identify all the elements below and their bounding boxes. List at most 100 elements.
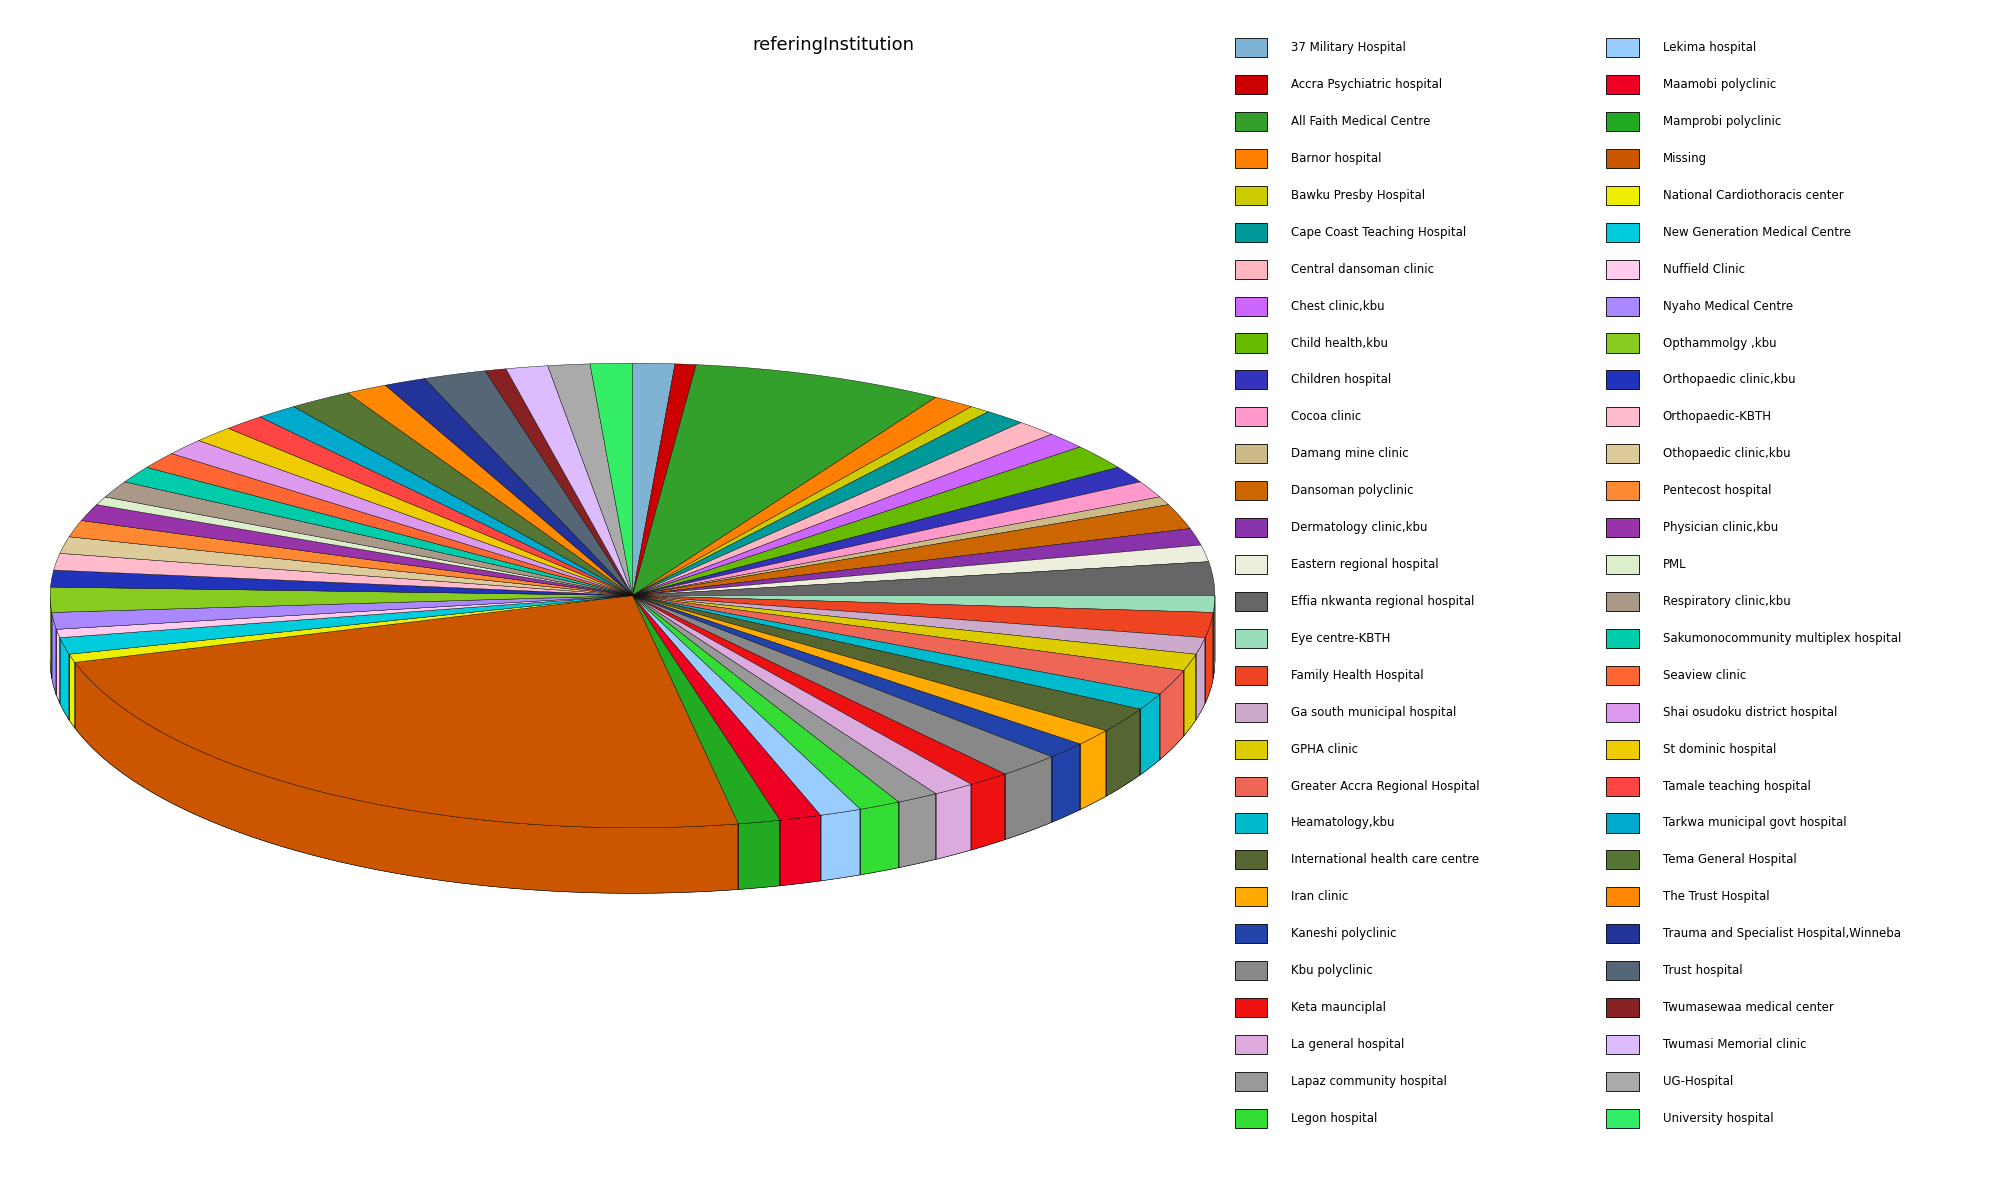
Polygon shape [632, 398, 971, 596]
FancyBboxPatch shape [1234, 149, 1266, 168]
Polygon shape [1182, 654, 1196, 736]
Polygon shape [632, 596, 1212, 637]
Polygon shape [632, 447, 1118, 596]
Polygon shape [632, 596, 1052, 774]
Polygon shape [632, 596, 1214, 612]
FancyBboxPatch shape [1606, 75, 1638, 94]
Text: Trauma and Specialist Hospital,Winneba: Trauma and Specialist Hospital,Winneba [1662, 928, 1901, 940]
Text: referingInstitution: referingInstitution [753, 36, 913, 54]
Text: Tarkwa municipal govt hospital: Tarkwa municipal govt hospital [1662, 817, 1844, 829]
FancyBboxPatch shape [1606, 518, 1638, 537]
Polygon shape [199, 429, 632, 596]
FancyBboxPatch shape [1234, 924, 1266, 943]
FancyBboxPatch shape [1234, 813, 1266, 833]
Polygon shape [68, 520, 632, 596]
FancyBboxPatch shape [1606, 924, 1638, 943]
Polygon shape [171, 441, 632, 596]
Text: Iran clinic: Iran clinic [1291, 891, 1349, 903]
FancyBboxPatch shape [1234, 629, 1266, 648]
Text: Children hospital: Children hospital [1291, 374, 1391, 386]
Polygon shape [1052, 744, 1080, 822]
Polygon shape [971, 774, 1006, 850]
FancyBboxPatch shape [1606, 629, 1638, 648]
Text: Barnor hospital: Barnor hospital [1291, 152, 1381, 164]
Polygon shape [1006, 756, 1052, 840]
Polygon shape [147, 454, 632, 596]
Text: Heamatology,kbu: Heamatology,kbu [1291, 817, 1395, 829]
Polygon shape [821, 809, 859, 881]
Polygon shape [293, 393, 632, 596]
FancyBboxPatch shape [1606, 592, 1638, 611]
Polygon shape [82, 505, 632, 596]
Polygon shape [1140, 694, 1160, 774]
Text: Ga south municipal hospital: Ga south municipal hospital [1291, 706, 1455, 718]
Polygon shape [1106, 709, 1140, 796]
FancyBboxPatch shape [1234, 518, 1266, 537]
Polygon shape [632, 529, 1200, 596]
Polygon shape [104, 482, 632, 596]
Text: The Trust Hospital: The Trust Hospital [1662, 891, 1768, 903]
Polygon shape [1160, 671, 1182, 760]
FancyBboxPatch shape [1234, 777, 1266, 796]
Polygon shape [632, 596, 1106, 744]
Text: 37 Military Hospital: 37 Military Hospital [1291, 42, 1405, 54]
FancyBboxPatch shape [1234, 961, 1266, 980]
Text: Shai osudoku district hospital: Shai osudoku district hospital [1662, 706, 1836, 718]
Text: Lekima hospital: Lekima hospital [1662, 42, 1754, 54]
FancyBboxPatch shape [1606, 703, 1638, 722]
Text: Legon hospital: Legon hospital [1291, 1112, 1377, 1124]
FancyBboxPatch shape [1606, 481, 1638, 500]
FancyBboxPatch shape [1606, 740, 1638, 759]
Polygon shape [632, 412, 1022, 596]
FancyBboxPatch shape [1606, 333, 1638, 353]
Polygon shape [779, 816, 821, 886]
Polygon shape [56, 596, 632, 637]
FancyBboxPatch shape [1234, 112, 1266, 131]
Text: Nyaho Medical Centre: Nyaho Medical Centre [1662, 300, 1792, 312]
Text: Kbu polyclinic: Kbu polyclinic [1291, 965, 1373, 977]
Text: Chest clinic,kbu: Chest clinic,kbu [1291, 300, 1385, 312]
FancyBboxPatch shape [1606, 223, 1638, 242]
FancyBboxPatch shape [1234, 740, 1266, 759]
FancyBboxPatch shape [1606, 887, 1638, 906]
FancyBboxPatch shape [1606, 186, 1638, 205]
FancyBboxPatch shape [1234, 481, 1266, 500]
Text: Physician clinic,kbu: Physician clinic,kbu [1662, 522, 1776, 534]
FancyBboxPatch shape [1234, 223, 1266, 242]
Text: Opthammolgy ,kbu: Opthammolgy ,kbu [1662, 337, 1776, 349]
Polygon shape [96, 497, 632, 596]
Text: Cocoa clinic: Cocoa clinic [1291, 411, 1361, 423]
Text: Damang mine clinic: Damang mine clinic [1291, 448, 1409, 460]
Text: Seaview clinic: Seaview clinic [1662, 669, 1744, 681]
Polygon shape [632, 562, 1214, 596]
Polygon shape [632, 596, 1160, 709]
Text: Cape Coast Teaching Hospital: Cape Coast Teaching Hospital [1291, 226, 1465, 238]
FancyBboxPatch shape [1606, 777, 1638, 796]
Text: Twumasewaa medical center: Twumasewaa medical center [1662, 1002, 1832, 1014]
Polygon shape [229, 417, 632, 596]
FancyBboxPatch shape [1234, 407, 1266, 426]
FancyBboxPatch shape [1234, 260, 1266, 279]
Text: Dermatology clinic,kbu: Dermatology clinic,kbu [1291, 522, 1427, 534]
Text: Respiratory clinic,kbu: Respiratory clinic,kbu [1662, 596, 1790, 607]
Text: Central dansoman clinic: Central dansoman clinic [1291, 263, 1433, 275]
Polygon shape [632, 497, 1168, 596]
Polygon shape [124, 467, 632, 596]
Text: Missing: Missing [1662, 152, 1706, 164]
Text: Othopaedic clinic,kbu: Othopaedic clinic,kbu [1662, 448, 1790, 460]
Polygon shape [935, 785, 971, 859]
Text: Accra Psychiatric hospital: Accra Psychiatric hospital [1291, 79, 1441, 91]
Polygon shape [1196, 637, 1204, 719]
Text: International health care centre: International health care centre [1291, 854, 1479, 866]
FancyBboxPatch shape [1234, 38, 1266, 57]
FancyBboxPatch shape [1234, 444, 1266, 463]
Polygon shape [60, 637, 68, 719]
FancyBboxPatch shape [1606, 444, 1638, 463]
Polygon shape [632, 505, 1190, 596]
Text: New Generation Medical Centre: New Generation Medical Centre [1662, 226, 1850, 238]
Text: PML: PML [1662, 559, 1686, 570]
Polygon shape [632, 596, 779, 824]
Polygon shape [632, 596, 1196, 671]
Polygon shape [632, 596, 859, 816]
Polygon shape [50, 570, 632, 596]
